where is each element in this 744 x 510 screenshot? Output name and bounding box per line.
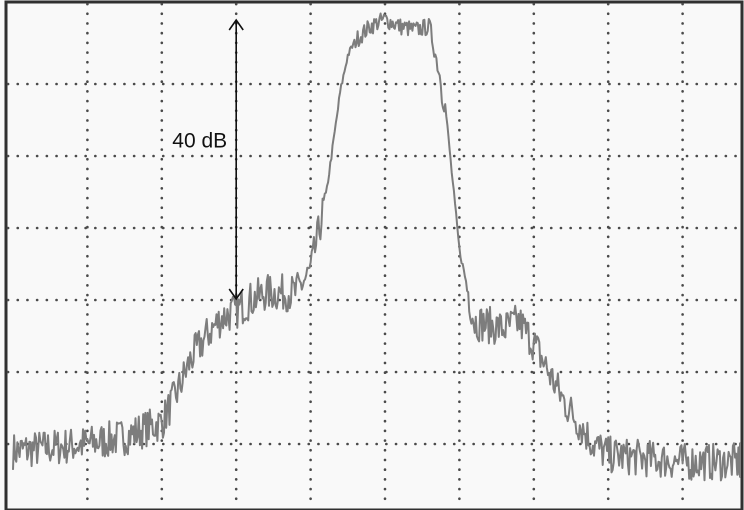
arrowhead-top xyxy=(228,18,244,31)
dynamic-range-label: 40 dB xyxy=(172,130,227,153)
annotation-layer: 40 dB xyxy=(172,18,244,301)
graticule xyxy=(6,2,744,510)
plot-background xyxy=(6,2,742,510)
spectrum-trace xyxy=(12,12,741,482)
plot-frame xyxy=(4,0,744,510)
arrowhead-bottom xyxy=(228,288,244,301)
trace-layer xyxy=(12,12,741,482)
